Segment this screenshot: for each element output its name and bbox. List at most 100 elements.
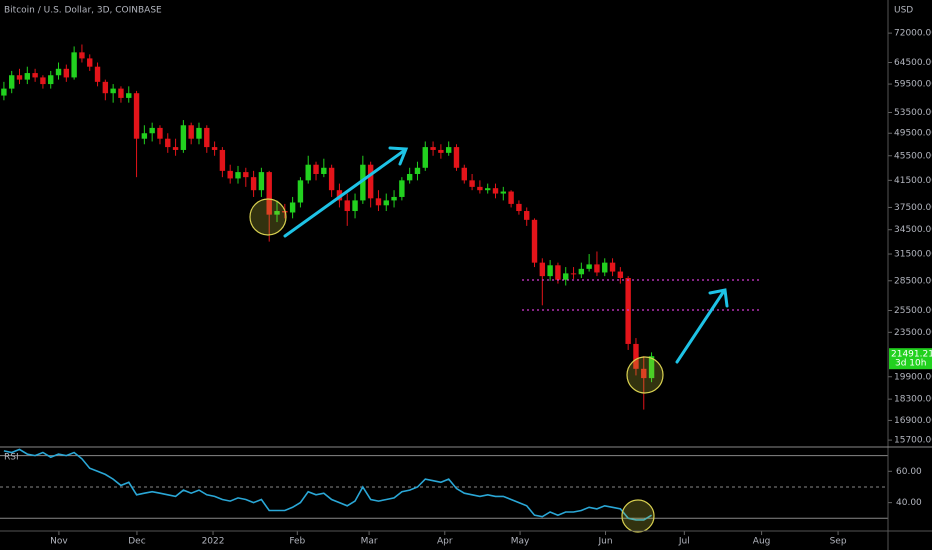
x-tick-label: Sep xyxy=(830,537,847,547)
y-tick-label: 64500.00 xyxy=(894,58,932,68)
x-tick-label: Jul xyxy=(678,537,690,547)
candle-body xyxy=(63,68,70,78)
x-tick-label: 2022 xyxy=(202,537,225,547)
candle-body xyxy=(391,196,397,201)
x-tick-label: Aug xyxy=(753,537,771,547)
chart-title: Bitcoin / U.S. Dollar, 3D, COINBASE xyxy=(4,6,162,16)
candle-body xyxy=(555,265,561,280)
y-tick-label: 23500.00 xyxy=(894,328,932,338)
candle-body xyxy=(524,211,530,220)
y-tick-label: 59500.00 xyxy=(894,80,932,90)
candle-body xyxy=(602,262,608,273)
x-tick-label: Nov xyxy=(50,537,68,547)
candle-body xyxy=(344,200,350,212)
candle-body xyxy=(367,164,374,199)
candle-body xyxy=(531,219,538,263)
highlight-circle xyxy=(249,198,287,236)
y-tick-label: 18300.00 xyxy=(894,395,932,405)
candle-body xyxy=(633,343,639,369)
y-tick-label: 41500.00 xyxy=(894,176,932,186)
x-tick-label: Apr xyxy=(437,537,453,547)
candle-body xyxy=(609,262,616,272)
rsi-title: RSI xyxy=(4,453,19,463)
candle-body xyxy=(547,265,553,277)
candle-body xyxy=(172,147,179,150)
candle-body xyxy=(149,127,155,134)
candle-body xyxy=(266,172,272,215)
candle-body xyxy=(118,88,124,98)
candle-body xyxy=(399,180,405,197)
candle-body xyxy=(1,88,7,96)
candle-body xyxy=(204,127,210,148)
last-price: 21491.21 xyxy=(891,350,932,360)
candle-body xyxy=(102,81,109,94)
candle-body xyxy=(211,147,218,150)
price-pane: 72000.00 64500.00 59500.00 53500.00 49500.00… xyxy=(1,29,932,547)
candle-body xyxy=(539,262,546,277)
candle-body xyxy=(563,273,569,280)
candle-body xyxy=(165,138,171,148)
arrow xyxy=(675,288,729,364)
candle-body xyxy=(219,149,226,171)
highlight-circle xyxy=(621,499,655,533)
candle-body xyxy=(461,167,467,181)
candle-body xyxy=(445,147,452,153)
x-tick-label: May xyxy=(511,537,530,547)
candle-body xyxy=(227,170,233,179)
y-tick-label: 25500.00 xyxy=(894,306,932,316)
candle-body xyxy=(648,356,655,379)
candle-body xyxy=(180,125,187,150)
x-tick-label: Feb xyxy=(289,537,305,547)
candle-body xyxy=(328,167,335,191)
candle-body xyxy=(508,191,514,204)
candle-body xyxy=(422,147,428,168)
candle-body xyxy=(250,177,257,191)
rsi-line xyxy=(3,448,653,521)
candle-body xyxy=(352,200,358,212)
candle-body xyxy=(274,211,280,215)
candle-body xyxy=(87,58,93,67)
candle-body xyxy=(641,368,647,379)
arrow xyxy=(283,146,409,238)
candle-body xyxy=(414,167,421,174)
candle-body xyxy=(126,93,132,98)
candle-body xyxy=(94,66,101,82)
candle-body xyxy=(516,203,522,212)
candle-body xyxy=(625,277,631,344)
candle-body xyxy=(9,75,15,89)
candle-body xyxy=(617,271,624,278)
price-badge xyxy=(889,348,932,370)
candle-body xyxy=(375,198,382,206)
y-tick-label: 49500.00 xyxy=(894,129,932,139)
candle-body xyxy=(157,127,163,139)
candle-body xyxy=(430,147,436,150)
candle-body xyxy=(500,191,507,194)
candle-body xyxy=(40,77,46,85)
countdown: 3d 10h xyxy=(895,359,926,369)
candle-body xyxy=(79,52,85,59)
candle-body xyxy=(305,164,311,181)
candle-body xyxy=(48,75,54,85)
candle-body xyxy=(243,172,249,178)
candle-body xyxy=(360,164,366,201)
candle-body xyxy=(492,188,499,194)
candle-body xyxy=(188,125,194,139)
rsi-pane: 60.00 40.00 xyxy=(0,448,922,521)
candle-body xyxy=(71,52,77,78)
candle-body xyxy=(469,180,475,187)
candle-body xyxy=(196,127,202,139)
candle-body xyxy=(133,93,140,139)
candle-body xyxy=(55,68,62,76)
candle-body xyxy=(406,173,413,181)
y-tick-label: 37500.00 xyxy=(894,203,932,213)
candle-body xyxy=(477,186,483,191)
y-tick-label: 28500.00 xyxy=(894,276,932,286)
candle-body xyxy=(313,164,319,174)
candle-body xyxy=(484,188,491,191)
highlight-circle xyxy=(626,356,664,394)
x-tick-label: Dec xyxy=(128,537,145,547)
y-tick-label: 16900.00 xyxy=(894,416,932,426)
candle-body xyxy=(24,73,31,80)
